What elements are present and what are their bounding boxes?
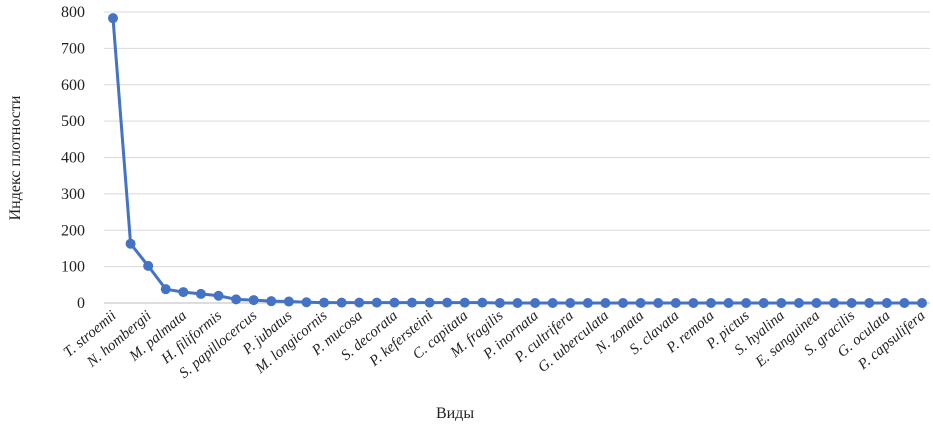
marker: [283, 296, 294, 307]
marker: [336, 297, 347, 308]
marker: [195, 288, 206, 299]
marker: [723, 298, 734, 308]
y-tick-label: 300: [61, 186, 85, 203]
marker: [389, 297, 400, 308]
marker: [406, 297, 417, 308]
y-tick-label: 600: [61, 77, 85, 94]
y-tick-label: 0: [77, 295, 85, 312]
marker: [424, 297, 435, 308]
marker: [512, 298, 523, 308]
line: [111, 18, 922, 305]
marker: [618, 298, 629, 308]
marker: [530, 298, 541, 308]
marker: [143, 260, 154, 271]
marker: [213, 290, 224, 301]
marker: [899, 298, 910, 308]
marker: [178, 287, 189, 298]
marker: [301, 297, 312, 308]
marker: [758, 298, 769, 308]
y-tick-label: 500: [61, 113, 85, 130]
marker: [917, 298, 927, 308]
marker: [846, 298, 857, 308]
marker: [829, 298, 840, 308]
marker: [231, 294, 242, 305]
y-axis-label: Индекс плотности: [7, 95, 24, 220]
marker: [793, 298, 804, 308]
marker: [319, 297, 330, 308]
marker: [600, 298, 611, 308]
marker: [354, 297, 365, 308]
marker: [776, 298, 787, 308]
marker: [459, 297, 470, 308]
marker: [635, 298, 646, 308]
marker: [653, 298, 664, 308]
marker: [881, 298, 892, 308]
marker: [442, 297, 453, 308]
y-tick-label: 800: [61, 4, 85, 21]
marker: [582, 298, 593, 308]
marker: [811, 298, 822, 308]
marker: [477, 297, 488, 308]
marker: [160, 284, 171, 295]
marker: [688, 298, 699, 308]
marker: [108, 13, 118, 24]
y-tick-label: 100: [61, 259, 85, 276]
y-tick-label: 400: [61, 150, 85, 167]
marker: [125, 238, 136, 249]
marker: [248, 295, 259, 306]
y-tick-label: 700: [61, 40, 85, 57]
marker: [670, 298, 681, 308]
x-axis-label: Виды: [436, 405, 474, 422]
marker: [705, 298, 716, 308]
marker: [864, 298, 875, 308]
marker: [547, 298, 558, 308]
marker: [266, 296, 277, 307]
marker: [371, 297, 382, 308]
marker: [741, 298, 752, 308]
y-tick-label: 200: [61, 222, 85, 239]
marker: [494, 298, 505, 308]
marker: [565, 298, 576, 308]
